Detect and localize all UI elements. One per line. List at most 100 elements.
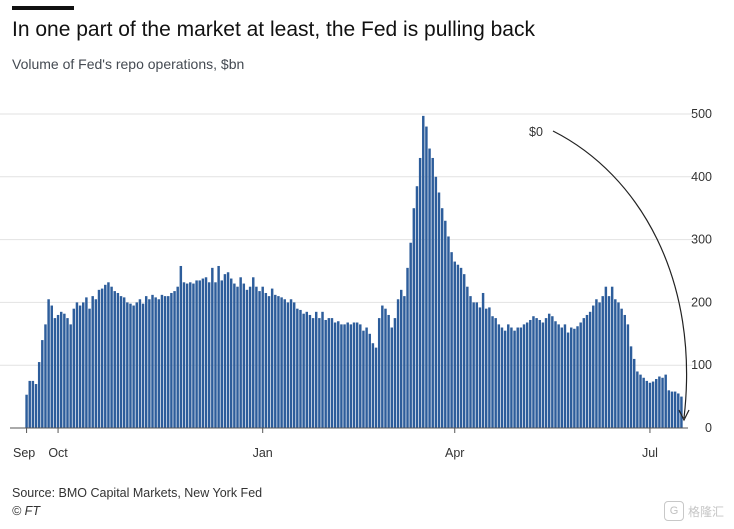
bar [245,289,249,428]
bar [481,292,485,428]
bar [343,324,346,428]
bar [418,157,422,428]
bar [34,384,38,428]
y-tick-label: 200 [691,295,712,309]
bar [645,380,649,428]
bar [63,313,66,428]
bar [472,302,475,428]
bar [522,324,526,428]
bar [377,318,381,428]
bar [233,283,236,428]
bar [462,274,466,428]
bar [217,265,220,428]
y-tick-label: 300 [691,233,712,247]
bar [428,148,431,429]
bar [352,322,356,428]
bar [226,272,230,428]
bar [176,286,179,428]
bar [242,283,246,428]
bar [211,267,214,428]
bar [494,318,497,428]
bar [314,311,318,428]
bar [97,289,101,428]
bar [368,333,371,428]
bar [632,358,636,428]
bar [629,346,633,428]
bar [119,296,123,428]
x-tick-label: Apr [445,446,464,460]
bar [478,307,482,428]
bar [547,313,551,428]
bar [384,308,387,428]
bar [296,308,299,428]
x-tick-label: Sep [13,446,35,460]
chart-source: Source: BMO Capital Markets, New York Fe… [12,486,263,500]
bar [604,286,608,428]
annotation-arrow [552,130,688,419]
bar [66,318,69,428]
bar [340,324,343,428]
bar [636,371,639,428]
bar [195,280,198,428]
bar [113,291,116,428]
bar [563,324,567,428]
bar [365,327,368,428]
bar [289,299,293,428]
bar [311,318,315,428]
bar [551,316,554,428]
bar [258,291,261,428]
bar [390,327,394,428]
bar [538,319,541,428]
bar [330,318,334,428]
bar [491,316,494,428]
bar [207,282,211,428]
bar [189,282,192,428]
bar [466,286,469,428]
bar [658,376,661,428]
bar [680,396,683,428]
bar [651,381,655,428]
bar [601,296,604,428]
bar [129,303,132,428]
bar [198,280,201,428]
bar [469,296,472,428]
bar [510,327,513,428]
bar [607,296,611,428]
x-tick-label: Oct [48,446,68,460]
bar [529,319,532,428]
watermark-logo-icon: G [663,501,684,521]
bar [299,309,302,428]
bar [346,322,349,428]
bar [588,311,592,428]
bar [277,296,280,428]
bar [381,305,384,428]
bar [598,302,601,428]
bar [513,330,516,428]
bar [122,297,126,428]
bar [28,380,31,428]
bar [44,324,47,428]
bar [592,305,595,428]
bar [37,362,41,428]
bar [274,294,277,428]
bar [437,192,441,428]
bar [570,327,573,428]
bar [94,299,98,428]
bar [82,302,85,428]
annotation-label: $0 [529,125,543,139]
bar [614,299,617,428]
bar [173,291,176,428]
bar [25,394,28,428]
bar [362,330,365,428]
bar [497,324,501,428]
bar-chart: 0 100 200 300 400 500 Sep Oct Jan Apr Jul $0 [0,107,712,460]
bar [59,311,63,428]
bar [151,294,154,428]
bar [576,326,579,428]
bar [431,157,434,428]
x-tick-label: Jul [642,446,658,460]
bar [135,302,138,428]
bar [500,327,504,428]
bar [185,283,189,428]
bar [179,265,183,428]
